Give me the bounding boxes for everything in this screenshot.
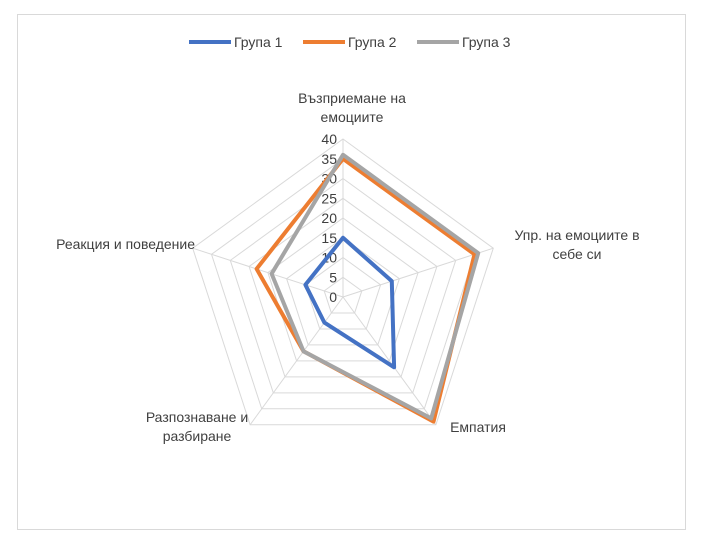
tick-label: 40 bbox=[321, 131, 337, 147]
series-line bbox=[269, 152, 481, 421]
legend-label: Група 1 bbox=[234, 34, 283, 50]
tick-label: 35 bbox=[321, 151, 337, 167]
legend: Група 1 Група 2 Група 3 bbox=[189, 34, 511, 50]
series-line bbox=[303, 235, 397, 370]
radar-axes bbox=[192, 139, 494, 426]
tick-label: 0 bbox=[329, 289, 337, 305]
grid-ring bbox=[323, 276, 363, 314]
chart-area bbox=[17, 14, 686, 530]
grid-ring bbox=[192, 138, 494, 426]
axis-spoke bbox=[342, 296, 437, 426]
tick-label: 5 bbox=[329, 269, 337, 285]
data-series bbox=[254, 152, 481, 424]
category-label: Упр. на емоциите в себе си bbox=[514, 227, 639, 262]
category-label: Възприемане на емоциите bbox=[298, 90, 406, 125]
category-label: Реакция и поведение bbox=[56, 236, 195, 252]
category-label: Емпатия bbox=[450, 419, 506, 435]
category-label: Разпознаване и разбиране bbox=[146, 409, 248, 444]
grid-ring bbox=[267, 217, 419, 362]
tick-label: 15 bbox=[321, 230, 337, 246]
grid-ring bbox=[304, 256, 382, 330]
category-labels: Възприемане на емоциите Упр. на емоциите в… bbox=[56, 90, 639, 444]
grid-ring bbox=[229, 177, 457, 394]
legend-label: Група 3 bbox=[462, 34, 511, 50]
grid-ring bbox=[286, 237, 400, 346]
radar-grid bbox=[192, 138, 494, 426]
legend-label: Група 2 bbox=[348, 34, 397, 50]
axis-spoke bbox=[192, 247, 344, 298]
tick-label: 20 bbox=[321, 210, 337, 226]
axis-spoke bbox=[249, 296, 344, 426]
tick-label: 25 bbox=[321, 190, 337, 206]
grid-ring bbox=[248, 197, 438, 378]
axis-spoke bbox=[342, 247, 494, 298]
